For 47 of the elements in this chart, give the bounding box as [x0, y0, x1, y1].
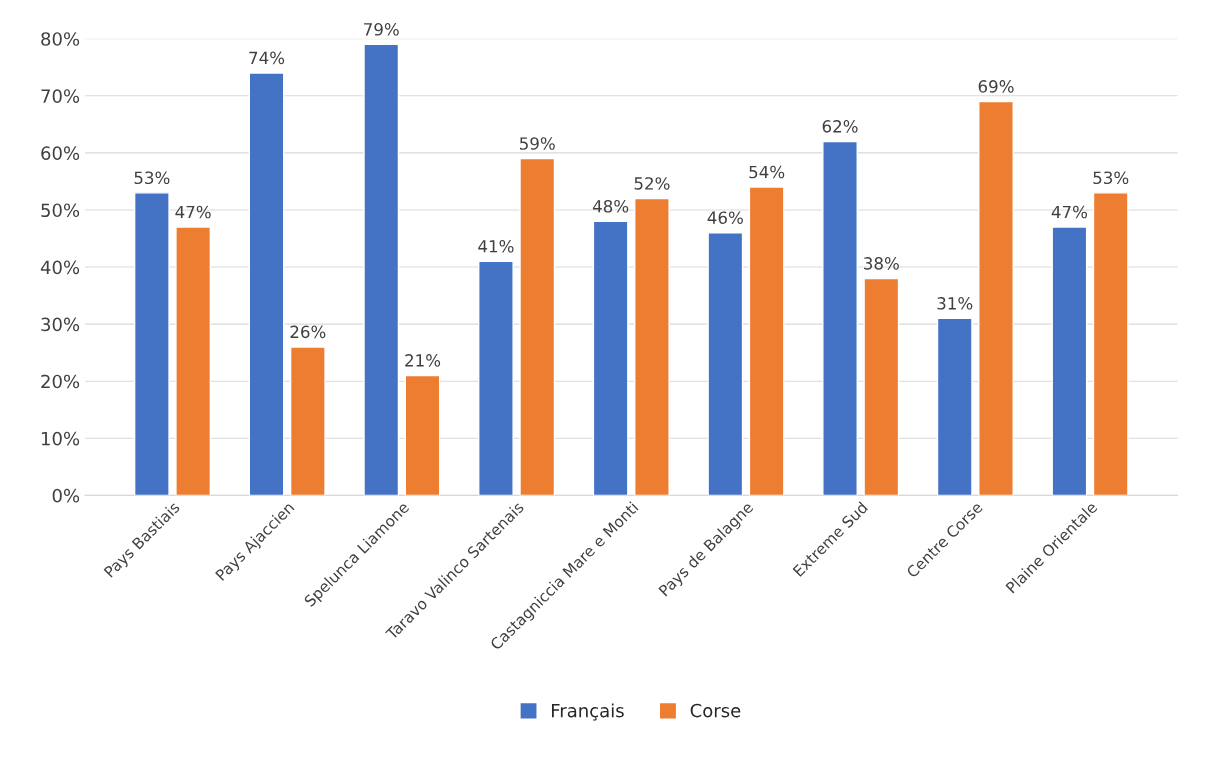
bar — [363, 43, 400, 496]
data-label: 53% — [1093, 171, 1129, 185]
bar — [1051, 226, 1088, 496]
data-label: 48% — [592, 199, 629, 213]
data-label: 26% — [290, 325, 326, 339]
data-label: 54% — [749, 165, 785, 179]
y-tick-label: 70% — [41, 89, 80, 103]
bar — [707, 232, 744, 496]
y-tick-label: 30% — [41, 317, 80, 332]
y-tick-label: 0% — [52, 488, 80, 503]
y-tick-label: 80% — [41, 32, 80, 46]
legend-label: Français — [551, 703, 624, 721]
data-label: 52% — [634, 177, 670, 190]
data-label: 62% — [822, 120, 858, 133]
bar — [936, 317, 973, 496]
data-label: 47% — [175, 205, 211, 219]
bar — [748, 186, 785, 496]
bar — [592, 220, 629, 496]
bar — [478, 260, 514, 496]
y-tick-label: 60% — [41, 146, 80, 160]
y-tick-label: 10% — [41, 431, 80, 446]
data-label: 38% — [864, 257, 899, 270]
bar — [978, 100, 1014, 496]
data-label: 79% — [364, 23, 399, 36]
y-tick-label: 40% — [40, 260, 80, 275]
bar — [248, 72, 285, 496]
bar — [1092, 192, 1129, 496]
y-tick-label: 20% — [41, 374, 80, 389]
bar — [404, 374, 441, 496]
bar — [133, 192, 170, 496]
data-label: 41% — [478, 239, 514, 253]
data-label: 53% — [134, 171, 170, 185]
bar — [175, 226, 212, 496]
data-label: 46% — [707, 211, 743, 224]
bar — [519, 157, 556, 496]
y-tick-label: 50% — [41, 203, 80, 218]
legend-label: Corse — [690, 703, 741, 718]
bar — [634, 197, 670, 496]
data-label: 69% — [978, 80, 1014, 93]
data-label: 31% — [937, 297, 973, 310]
data-label: 59% — [519, 137, 555, 150]
data-label: 21% — [405, 354, 441, 367]
data-label: 47% — [1051, 205, 1088, 219]
bar — [822, 140, 858, 496]
bar — [863, 277, 900, 496]
data-label: 74% — [249, 51, 285, 65]
bar — [289, 346, 326, 496]
